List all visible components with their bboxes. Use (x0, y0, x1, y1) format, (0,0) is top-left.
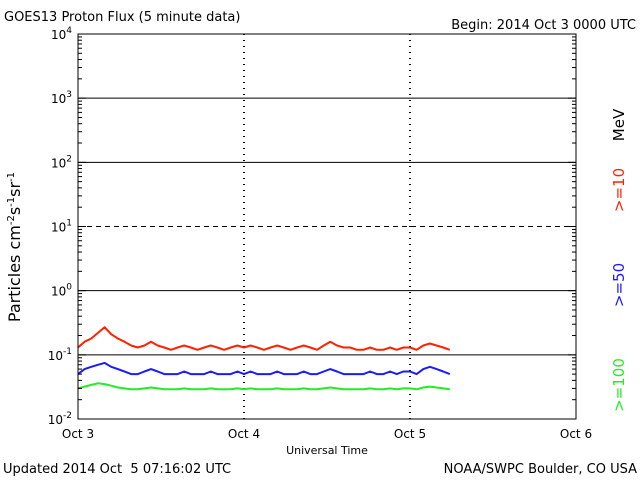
y-tick-label-10e0: 100 (51, 283, 72, 299)
y-tick-label-10e2: 102 (51, 154, 72, 170)
y-tick-base: 10 (48, 413, 63, 427)
plot-series (77, 326, 451, 391)
y-tick-exponent: -1 (63, 347, 72, 357)
x-tick-label: Oct 6 (560, 427, 592, 441)
series-line-10mev (77, 326, 451, 351)
x-tick-label: Oct 4 (228, 427, 260, 441)
y-tick-base: 10 (51, 156, 66, 170)
y-tick-exponent: 1 (66, 219, 72, 229)
y-tick-label-10e-1: 10-1 (48, 347, 72, 363)
x-tick-labels: Oct 3 Oct 4 Oct 5 Oct 6 (62, 427, 592, 441)
y-tick-exponent: -2 (63, 411, 72, 421)
y-axis-title-sr: sr (5, 182, 24, 197)
updated-timestamp: Updated 2014 Oct 5 07:16:02 UTC (3, 462, 231, 477)
y-tick-exponent: 3 (66, 90, 72, 100)
y-tick-exponent: 4 (66, 26, 72, 36)
y-tick-label-10e-2: 10-2 (48, 411, 72, 427)
y-tick-exponent: 0 (66, 283, 72, 293)
y-tick-base: 10 (48, 349, 63, 363)
y-tick-base: 10 (51, 28, 66, 42)
x-tick-label: Oct 3 (62, 427, 94, 441)
y-axis-title-exp3: -1 (6, 172, 17, 182)
y-axis-title-exp2: -1 (6, 197, 17, 207)
chart-title: GOES13 Proton Flux (5 minute data) (4, 10, 240, 25)
y-axis-title-exp1: -2 (6, 215, 17, 225)
x-axis-title: Universal Time (286, 444, 368, 457)
y-tick-exponent: 2 (66, 154, 72, 164)
y-axis-title: Particles cm-2s-1sr-1 (5, 172, 24, 322)
series-line-50mev (77, 361, 451, 376)
legend-series-50mev: >=50 (610, 263, 628, 307)
y-axis-title-s: s (5, 207, 24, 215)
begin-time-label: Begin: 2014 Oct 3 0000 UTC (451, 18, 636, 33)
y-tick-label-10e1: 101 (51, 219, 72, 235)
y-tick-base: 10 (51, 221, 66, 235)
y-tick-label-10e3: 103 (51, 90, 72, 106)
legend-series-100mev: >=100 (610, 358, 628, 412)
y-axis-title-base: Particles cm (5, 225, 24, 322)
series-line-100mev (77, 382, 450, 391)
x-tick-label: Oct 5 (394, 427, 426, 441)
legend-unit-mev: MeV (610, 108, 628, 141)
credit-label: NOAA/SWPC Boulder, CO USA (444, 462, 637, 477)
plot-grid (78, 34, 576, 419)
y-tick-base: 10 (51, 92, 66, 106)
y-tick-base: 10 (51, 285, 66, 299)
y-tick-label-10e4: 104 (51, 26, 72, 42)
legend-series-10mev: >=10 (610, 168, 628, 212)
tick-marks (78, 36, 576, 420)
